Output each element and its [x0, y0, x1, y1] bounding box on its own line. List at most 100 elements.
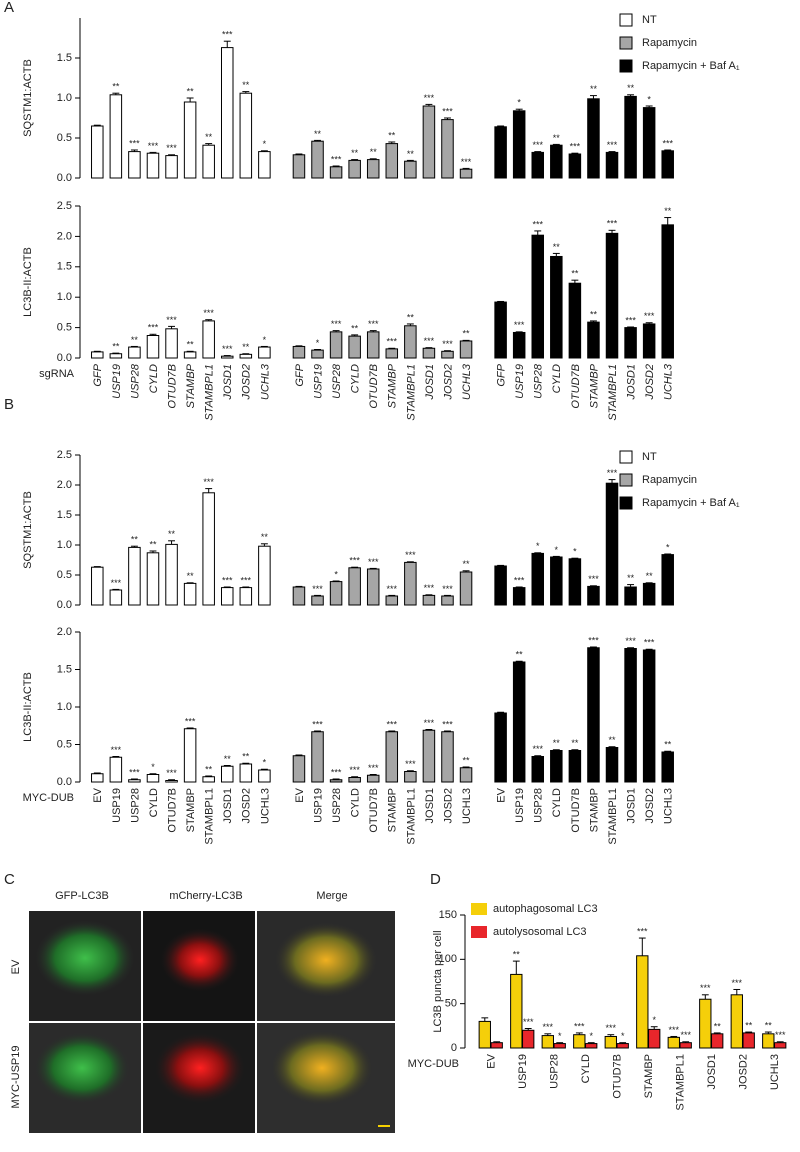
x-tick-label: CYLD — [148, 364, 160, 393]
significance: *** — [637, 926, 648, 936]
bar — [459, 340, 473, 359]
y-axis-label: LC3B-II:ACTB — [22, 672, 34, 742]
significance: ** — [463, 559, 471, 569]
significance: *** — [588, 635, 599, 645]
significance: ** — [513, 949, 521, 959]
bar — [239, 763, 253, 783]
panel-c: C GFP-LC3B mCherry-LC3B Merge EV MYC-USP… — [4, 871, 396, 1134]
x-tick-label: USP28 — [549, 1054, 561, 1089]
x-tick-label: USP19 — [514, 364, 526, 399]
y-tick-label: 1.0 — [57, 291, 72, 303]
x-tick-label: JOSD2 — [442, 364, 454, 400]
bar — [292, 154, 306, 179]
bar — [587, 321, 600, 359]
bar — [91, 566, 104, 606]
bar — [531, 151, 545, 179]
bar — [311, 349, 324, 359]
bar — [422, 347, 436, 359]
bar — [258, 545, 271, 606]
bar — [531, 552, 545, 606]
significance: * — [573, 547, 577, 557]
cell — [154, 1032, 246, 1104]
bar — [510, 973, 523, 1049]
x-tick-label: USP28 — [331, 788, 343, 823]
significance: ** — [224, 754, 232, 764]
column-label: mCherry-LC3B — [169, 890, 242, 902]
bar — [348, 159, 361, 179]
bar — [711, 1033, 724, 1049]
significance: *** — [166, 143, 177, 153]
legend-swatch — [619, 450, 633, 464]
bar — [146, 335, 160, 359]
significance: ** — [168, 529, 176, 539]
significance: *** — [775, 1030, 786, 1040]
x-tick-label: CYLD — [551, 364, 563, 393]
significance: *** — [625, 315, 636, 325]
bar — [648, 1028, 661, 1049]
significance: ** — [261, 532, 269, 542]
significance: *** — [424, 718, 435, 728]
x-tick-label: USP19 — [312, 364, 324, 399]
significance: ** — [370, 147, 378, 157]
bar — [742, 1032, 755, 1049]
significance: *** — [331, 319, 342, 329]
bar — [636, 955, 649, 1049]
bar — [292, 345, 306, 359]
significance: ** — [149, 539, 157, 549]
x-tick-label: USP19 — [111, 788, 123, 823]
y-tick-label: 2.0 — [57, 230, 72, 242]
panel-letter: C — [4, 871, 15, 888]
significance: *** — [166, 768, 177, 778]
bar — [220, 355, 234, 359]
cell — [274, 922, 378, 998]
significance: ** — [745, 1020, 753, 1030]
x-tick-label: CYLD — [551, 788, 563, 817]
x-tick-label: EV — [496, 787, 508, 802]
cell — [35, 920, 135, 996]
bar — [531, 756, 545, 783]
significance: ** — [571, 738, 579, 748]
x-tick-label: JOSD2 — [644, 364, 656, 400]
x-tick-label: UCHL3 — [259, 788, 271, 824]
bar — [512, 587, 526, 606]
x-tick-label: CYLD — [350, 788, 362, 817]
bar — [605, 482, 619, 606]
bar — [441, 350, 454, 359]
significance: ** — [242, 342, 250, 352]
bar — [239, 587, 253, 606]
significance: *** — [514, 575, 525, 585]
bar — [587, 585, 600, 606]
legend-label: NT — [642, 451, 657, 463]
legend-swatch — [619, 36, 633, 50]
significance: *** — [203, 477, 214, 487]
y-tick-label: 2.5 — [57, 449, 72, 461]
significance: *** — [607, 468, 618, 478]
bar — [165, 780, 178, 783]
bar — [661, 224, 674, 359]
significance: ** — [388, 130, 396, 140]
bar — [762, 1033, 775, 1049]
x-tick-label: STAMBPL1 — [405, 788, 417, 845]
significance: ** — [590, 84, 598, 94]
significance: * — [316, 338, 320, 348]
bar — [550, 255, 563, 359]
bar — [146, 552, 160, 606]
bar — [494, 126, 507, 179]
bar — [329, 779, 343, 783]
significance: *** — [442, 339, 453, 349]
x-tick-label: USP28 — [129, 363, 141, 399]
x-tick-label: UCHL3 — [663, 363, 675, 400]
significance: * — [517, 98, 521, 108]
cell — [160, 928, 240, 992]
x-tick-label: GFP — [92, 363, 104, 386]
significance: *** — [680, 1030, 691, 1040]
significance: ** — [205, 764, 213, 774]
bar — [512, 331, 526, 359]
bar — [128, 779, 141, 783]
bar — [202, 144, 215, 179]
bar — [202, 320, 215, 359]
y-tick-label: 1.5 — [57, 509, 72, 521]
significance: ** — [407, 149, 415, 159]
x-tick-label: CYLD — [580, 1054, 592, 1083]
significance: *** — [368, 557, 379, 567]
